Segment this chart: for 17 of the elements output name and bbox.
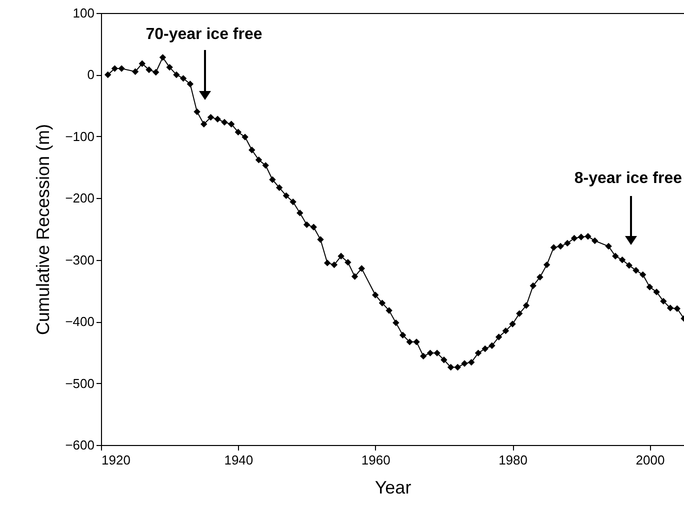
y-tick-label: −100 [65, 128, 94, 144]
annotation: 70-year ice free [144, 26, 264, 44]
x-axis-title: Year [374, 478, 412, 498]
y-axis-title: Cumulative Recession (m) [33, 124, 54, 336]
annotation: 8-year ice free [574, 170, 682, 188]
x-tick-label: 2000 [636, 452, 665, 468]
x-tick-label: 1940 [224, 452, 254, 468]
x-tick-label: 1920 [102, 452, 130, 468]
y-tick-label: −200 [65, 190, 94, 206]
y-tick-label: −600 [65, 438, 94, 452]
y-tick-label: 0 [87, 67, 94, 82]
y-tick-label: −500 [65, 376, 94, 391]
x-tick-label: 1980 [498, 452, 528, 468]
x-tick-label: 1960 [361, 452, 390, 468]
y-tick-label: 100 [72, 6, 94, 20]
y-tick-label: −400 [65, 314, 94, 330]
y-tick-label: −300 [65, 252, 94, 268]
